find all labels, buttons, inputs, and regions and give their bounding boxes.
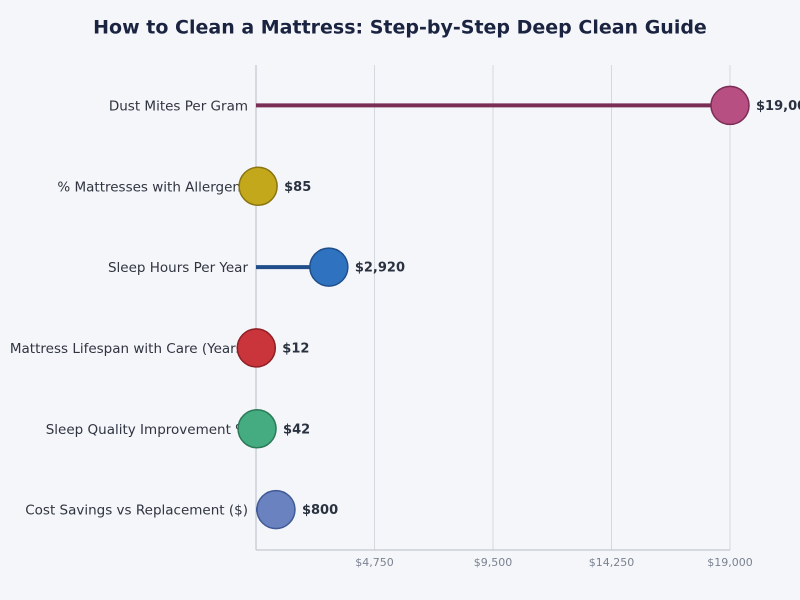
dot	[710, 85, 750, 126]
y-tick-label: Sleep Hours Per Year	[108, 260, 248, 276]
y-tick-label: Dust Mites Per Gram	[109, 98, 248, 114]
chart-title: How to Clean a Mattress: Step-by-Step De…	[93, 17, 707, 39]
x-tick-label: $4,750	[355, 556, 394, 569]
x-tick-label: $9,500	[474, 556, 513, 569]
value-label: $800	[302, 503, 338, 518]
dot	[238, 166, 278, 206]
y-tick-label: % Mattresses with Allergens	[57, 179, 248, 195]
x-tick-label: $19,000	[707, 556, 753, 569]
x-tick-label: $14,250	[589, 556, 635, 569]
dot	[237, 409, 277, 449]
dot	[309, 247, 349, 287]
value-label: $12	[282, 341, 309, 356]
dot	[256, 489, 296, 530]
value-label: $42	[283, 422, 310, 437]
dot	[236, 328, 277, 368]
value-label: $19,000	[756, 99, 800, 114]
y-tick-label: Sleep Quality Improvement %	[46, 422, 248, 438]
value-label: $85	[284, 180, 311, 195]
y-tick-label: Mattress Lifespan with Care (Years)	[10, 341, 248, 357]
y-tick-label: Cost Savings vs Replacement ($)	[25, 503, 248, 519]
value-label: $2,920	[355, 261, 405, 276]
